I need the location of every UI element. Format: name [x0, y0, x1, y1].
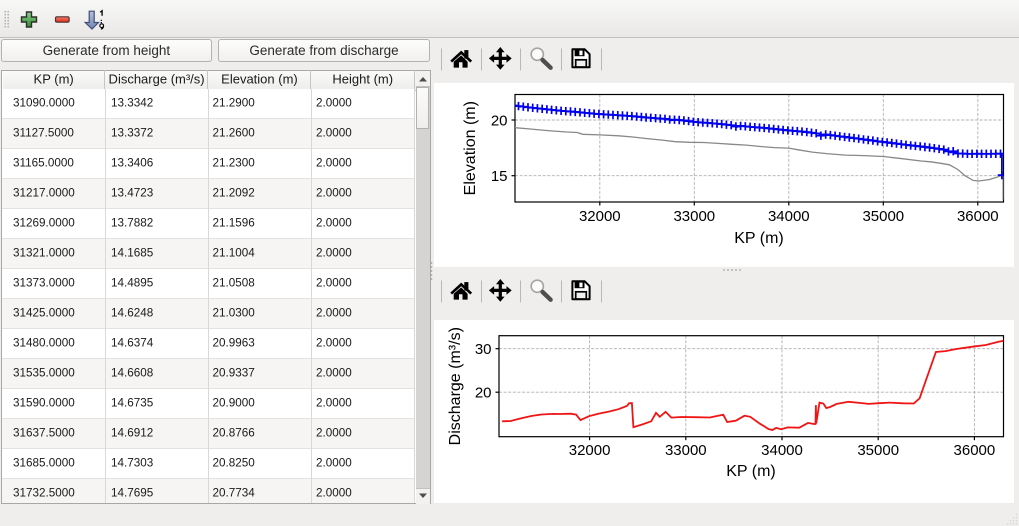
svg-text:15: 15 — [491, 168, 508, 185]
svg-text:33000: 33000 — [665, 442, 707, 459]
svg-text:34000: 34000 — [768, 208, 810, 225]
svg-text:Discharge (m³/s): Discharge (m³/s) — [447, 327, 464, 445]
svg-text:Elevation (m): Elevation (m) — [462, 101, 479, 195]
svg-text:35000: 35000 — [857, 442, 899, 459]
svg-text:35000: 35000 — [862, 208, 904, 225]
svg-text:30: 30 — [475, 341, 492, 358]
svg-text:36000: 36000 — [954, 442, 996, 459]
svg-text:20: 20 — [491, 112, 508, 129]
svg-text:KP (m): KP (m) — [726, 463, 775, 480]
svg-text:32000: 32000 — [569, 442, 611, 459]
svg-text:32000: 32000 — [579, 208, 621, 225]
svg-text:33000: 33000 — [673, 208, 715, 225]
svg-text:36000: 36000 — [957, 208, 999, 225]
svg-text:KP (m): KP (m) — [734, 230, 783, 247]
svg-text:34000: 34000 — [761, 442, 803, 459]
svg-text:20: 20 — [475, 385, 492, 402]
